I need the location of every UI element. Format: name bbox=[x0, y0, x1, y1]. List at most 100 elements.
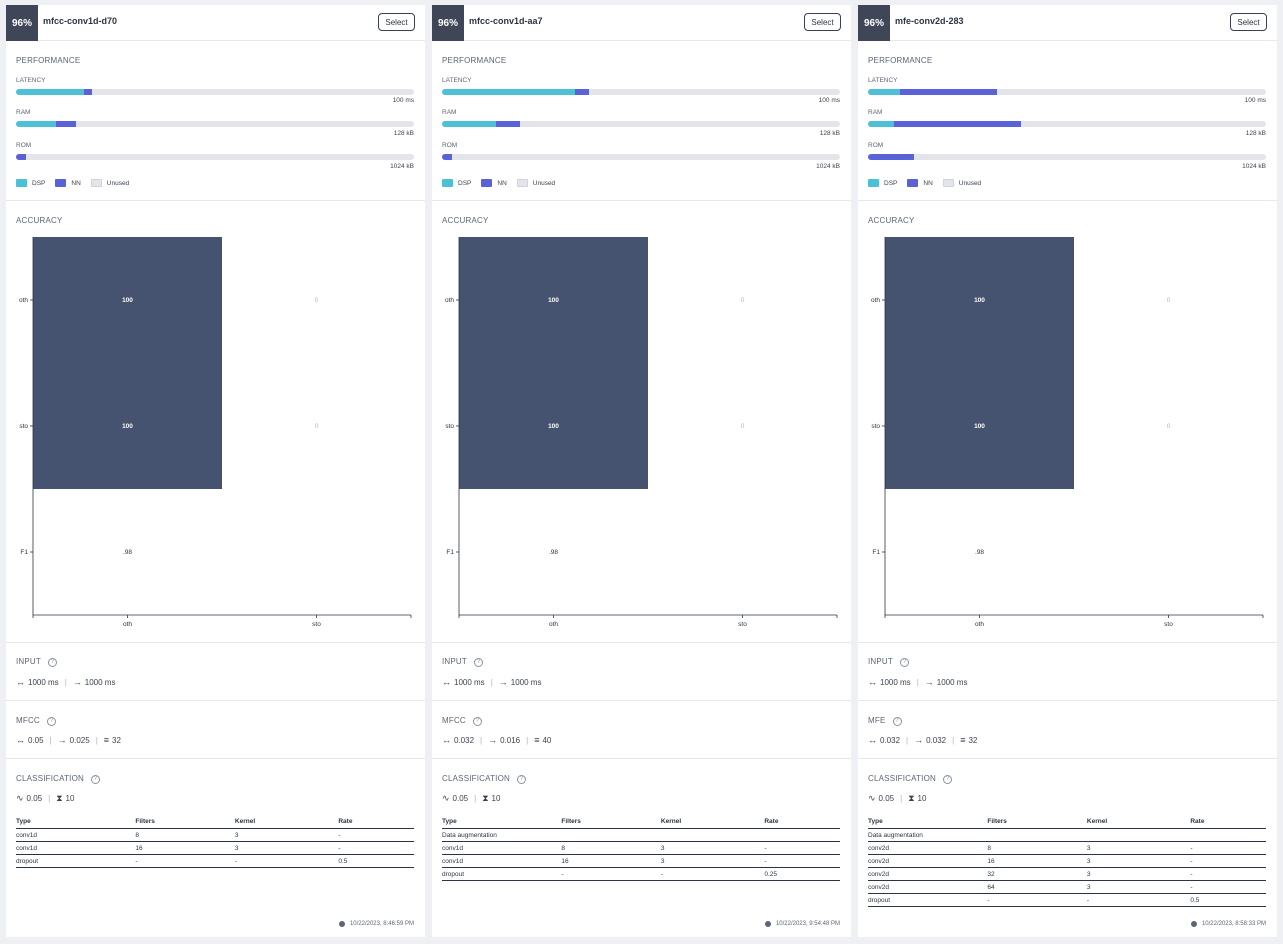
select-button[interactable]: Select bbox=[1230, 13, 1267, 31]
frame-stride-icon: → bbox=[57, 735, 67, 745]
legend-swatch-unused bbox=[516, 179, 528, 187]
divider bbox=[432, 700, 851, 701]
help-icon[interactable]: ? bbox=[48, 658, 57, 667]
select-button[interactable]: Select bbox=[378, 13, 415, 31]
table-cell: 16 bbox=[135, 841, 235, 855]
legend-label-dsp: DSP bbox=[884, 179, 898, 187]
cell-value: .98 bbox=[123, 549, 132, 556]
separator: | bbox=[95, 735, 98, 745]
window-size-value: 1000 ms bbox=[880, 677, 911, 687]
ram-label: RAM bbox=[16, 109, 31, 116]
divider bbox=[6, 700, 425, 701]
table-cell: 3 bbox=[234, 841, 339, 855]
timestamp-value: 10/22/2023, 8:46:59 PM bbox=[349, 921, 414, 927]
separator: | bbox=[48, 794, 51, 803]
rom-label: ROM bbox=[868, 142, 884, 149]
legend-label-unused: Unused bbox=[532, 179, 556, 187]
column-header-type: Type bbox=[868, 817, 988, 829]
training-cycles-value: 10 bbox=[491, 794, 501, 803]
y-tick-label: sto bbox=[871, 423, 880, 430]
coefficients-value: 32 bbox=[112, 735, 121, 745]
performance-heading: PERFORMANCE bbox=[442, 56, 507, 65]
separator: | bbox=[480, 735, 483, 745]
table-cell: dropout bbox=[442, 867, 562, 881]
separator: | bbox=[952, 735, 955, 745]
model-title: mfcc-conv1d-aa7 bbox=[469, 16, 543, 26]
classification-heading: CLASSIFICATION? bbox=[868, 774, 952, 784]
table-row: conv1d 16 3- bbox=[442, 854, 840, 868]
table-cell: conv2d bbox=[868, 880, 988, 894]
ram-label: RAM bbox=[442, 109, 457, 116]
ram-nn-segment bbox=[893, 121, 1022, 127]
score-badge: 96% bbox=[858, 5, 890, 41]
rom-nn-segment bbox=[868, 154, 914, 160]
training-cycles-value: 10 bbox=[65, 794, 75, 803]
y-tick-label: sto bbox=[19, 423, 28, 430]
rom-label: ROM bbox=[16, 142, 32, 149]
resource-legend: DSP NN Unused bbox=[442, 179, 565, 187]
latency-nn-segment bbox=[83, 89, 92, 95]
cell-value: .98 bbox=[549, 549, 558, 556]
window-size-icon: ↔ bbox=[16, 677, 25, 687]
y-tick-label: F1 bbox=[872, 549, 880, 556]
input-params: ↔ 1000 ms | → 1000 ms bbox=[868, 677, 967, 687]
table-header-row: Type Filters Kernel Rate bbox=[868, 817, 1266, 829]
training-cycles-icon: ⧗ bbox=[908, 793, 915, 803]
ram-bar bbox=[868, 121, 1266, 127]
legend-label-nn: NN bbox=[497, 179, 507, 187]
table-cell: - bbox=[1190, 854, 1266, 868]
input-heading-text: INPUT bbox=[868, 657, 893, 666]
help-icon[interactable]: ? bbox=[474, 658, 483, 667]
help-icon[interactable]: ? bbox=[900, 658, 909, 667]
table-cell: - bbox=[764, 841, 840, 855]
select-button[interactable]: Select bbox=[804, 13, 841, 31]
table-header-row: Type Filters Kernel Rate bbox=[442, 817, 840, 829]
table-cell: - bbox=[660, 867, 765, 881]
dsp-params: ↔ 0.05 | → 0.025 | ≡ 32 bbox=[16, 735, 121, 745]
clock-icon bbox=[1190, 921, 1197, 927]
divider bbox=[6, 642, 425, 643]
model-card: 96% mfcc-conv1d-d70 Select PERFORMANCE LATEN… bbox=[6, 5, 425, 937]
y-tick-label: F1 bbox=[20, 549, 28, 556]
legend-label-dsp: DSP bbox=[458, 179, 472, 187]
window-size-value: 1000 ms bbox=[454, 677, 485, 687]
frame-length-value: 0.05 bbox=[28, 735, 44, 745]
ram-label: RAM bbox=[868, 109, 883, 116]
frame-length-value: 0.032 bbox=[880, 735, 901, 745]
cell-value: 100 bbox=[122, 297, 133, 304]
help-icon[interactable]: ? bbox=[91, 775, 100, 784]
y-tick-label: F1 bbox=[446, 549, 454, 556]
cell-value: 0 bbox=[741, 297, 745, 304]
help-icon[interactable]: ? bbox=[472, 717, 482, 726]
cell-value: 0 bbox=[315, 297, 319, 304]
frame-length-icon: ↔ bbox=[442, 735, 451, 745]
matrix-cell bbox=[33, 237, 222, 363]
help-icon[interactable]: ? bbox=[892, 717, 902, 726]
table-cell: Data augmentation bbox=[868, 828, 988, 842]
cell-value: 100 bbox=[548, 297, 559, 304]
matrix-cell bbox=[885, 363, 1074, 489]
legend-swatch-dsp bbox=[442, 179, 453, 187]
column-header-kernel: Kernel bbox=[1086, 817, 1191, 829]
legend-item-nn: NN bbox=[55, 179, 81, 187]
table-row: Data augmentation bbox=[868, 828, 1266, 842]
column-header-type: Type bbox=[16, 817, 136, 829]
table-cell: conv2d bbox=[868, 841, 988, 855]
learning-rate-value: 0.05 bbox=[878, 794, 895, 803]
table-cell bbox=[987, 828, 1087, 842]
matrix-cell bbox=[459, 237, 648, 363]
latency-bar bbox=[868, 89, 1266, 95]
divider bbox=[432, 758, 851, 759]
help-icon[interactable]: ? bbox=[517, 775, 526, 784]
help-icon[interactable]: ? bbox=[46, 717, 56, 726]
legend-item-dsp: DSP bbox=[868, 179, 897, 187]
table-row: conv2d 8 3- bbox=[868, 841, 1266, 855]
legend-item-dsp: DSP bbox=[16, 179, 45, 187]
ram-dsp-segment bbox=[16, 121, 56, 127]
table-cell: 0.5 bbox=[1190, 893, 1266, 907]
table-cell: conv2d bbox=[868, 854, 988, 868]
help-icon[interactable]: ? bbox=[943, 775, 952, 784]
input-heading-text: INPUT bbox=[16, 657, 41, 666]
coefficients-icon: ≡ bbox=[960, 735, 966, 745]
table-cell: - bbox=[764, 854, 840, 868]
